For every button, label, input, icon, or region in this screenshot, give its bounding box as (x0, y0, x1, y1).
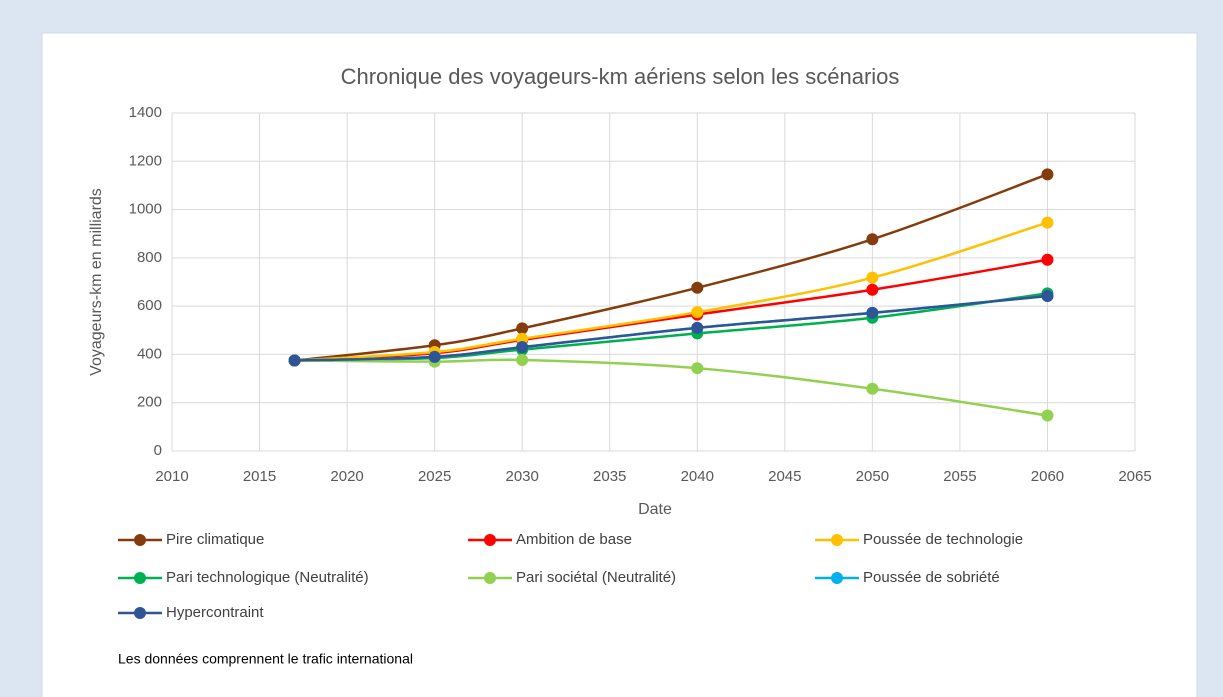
data-point (866, 271, 879, 284)
data-point (866, 283, 879, 296)
x-tick-label: 2055 (943, 468, 976, 485)
data-point (428, 350, 441, 363)
y-tick-label: 0 (154, 442, 162, 459)
data-point (1041, 253, 1054, 266)
x-tick-label: 2050 (856, 468, 889, 485)
data-point (516, 341, 529, 354)
legend-marker (484, 572, 496, 584)
x-tick-label: 2025 (418, 468, 451, 485)
y-tick-label: 600 (137, 297, 162, 314)
legend-label: Poussée de sobriété (863, 569, 1000, 586)
y-tick-label: 1400 (129, 104, 162, 121)
y-tick-label: 1200 (129, 152, 162, 169)
x-tick-label: 2035 (593, 468, 626, 485)
legend-label: Pire climatique (166, 531, 264, 548)
x-tick-label: 2065 (1118, 468, 1151, 485)
data-point (1041, 409, 1054, 422)
x-tick-label: 2045 (768, 468, 801, 485)
legend-label: Pari sociétal (Neutralité) (516, 569, 676, 586)
data-point (516, 353, 529, 366)
data-point (516, 322, 529, 335)
data-point (288, 354, 301, 367)
x-axis-title: Date (638, 501, 672, 518)
data-point (1041, 290, 1054, 303)
legend-label: Poussée de technologie (863, 531, 1023, 548)
data-point (866, 233, 879, 246)
x-tick-label: 2030 (505, 468, 538, 485)
legend-marker (484, 534, 496, 546)
y-tick-label: 200 (137, 394, 162, 411)
legend-marker (831, 572, 843, 584)
legend-marker (134, 572, 146, 584)
legend-marker (134, 607, 146, 619)
data-point (1041, 216, 1054, 229)
legend-label: Hypercontraint (166, 604, 264, 621)
data-point (516, 332, 529, 345)
data-point (866, 382, 879, 395)
legend-marker (134, 534, 146, 546)
x-tick-label: 2015 (243, 468, 276, 485)
data-point (866, 306, 879, 319)
note: Les données comprennent le trafic intern… (118, 651, 413, 667)
data-point (1041, 168, 1054, 181)
legend-label: Ambition de base (516, 531, 632, 548)
x-tick-label: 2010 (155, 468, 188, 485)
y-tick-label: 1000 (129, 201, 162, 218)
series-line (294, 358, 1048, 417)
chart-title: Chronique des voyageurs-km aériens selon… (341, 64, 900, 89)
y-axis-title: Voyageurs-km en milliards (88, 188, 105, 376)
data-point (691, 362, 704, 375)
chart-card (41, 32, 1198, 697)
x-tick-label: 2020 (330, 468, 363, 485)
data-point (691, 306, 704, 319)
y-tick-label: 400 (137, 345, 162, 362)
x-tick-label: 2060 (1031, 468, 1064, 485)
series-line (294, 221, 1048, 362)
x-tick-label: 2040 (681, 468, 714, 485)
data-point (691, 281, 704, 294)
y-tick-label: 800 (137, 249, 162, 266)
legend-marker (831, 534, 843, 546)
series-line (294, 294, 1048, 362)
data-point (691, 321, 704, 334)
legend-label: Pari technologique (Neutralité) (166, 569, 369, 586)
series-line (294, 173, 1048, 362)
